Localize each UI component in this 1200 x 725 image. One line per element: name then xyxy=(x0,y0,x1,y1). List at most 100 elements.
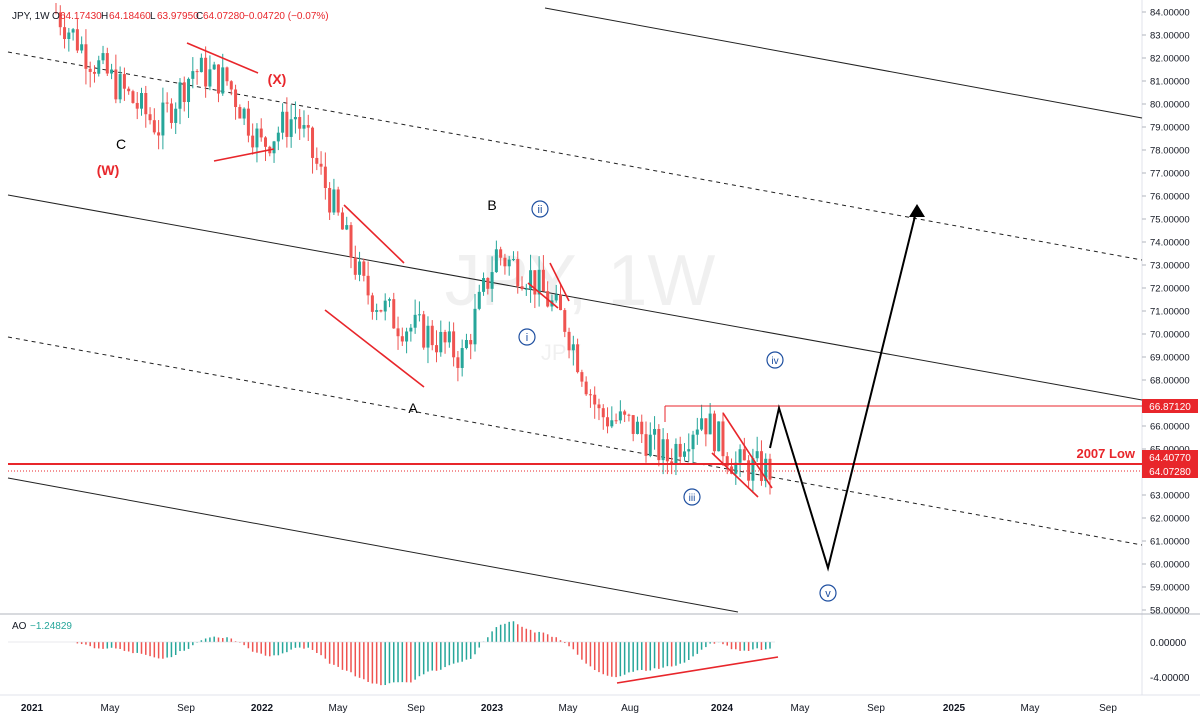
candle-body[interactable] xyxy=(345,225,349,230)
candle-body[interactable] xyxy=(721,421,725,457)
candle-body[interactable] xyxy=(306,125,310,128)
candle-body[interactable] xyxy=(712,413,716,452)
candle-body[interactable] xyxy=(63,27,67,40)
candle-body[interactable] xyxy=(178,82,182,109)
candle-body[interactable] xyxy=(541,269,545,292)
wedge-2023-lower[interactable] xyxy=(527,282,559,309)
candle-body[interactable] xyxy=(375,310,379,312)
candle-body[interactable] xyxy=(576,344,580,373)
candle-body[interactable] xyxy=(272,141,276,154)
candle-body[interactable] xyxy=(584,381,588,395)
candle-body[interactable] xyxy=(259,128,263,138)
candle-body[interactable] xyxy=(370,295,374,312)
candle-body[interactable] xyxy=(358,261,362,275)
candle-body[interactable] xyxy=(653,428,657,435)
candle-body[interactable] xyxy=(700,418,704,430)
candle-body[interactable] xyxy=(67,32,71,40)
triangle-lower[interactable] xyxy=(213,148,275,162)
candle-body[interactable] xyxy=(593,394,597,405)
candle-body[interactable] xyxy=(648,434,652,456)
candle-body[interactable] xyxy=(405,331,409,342)
candle-body[interactable] xyxy=(75,29,79,51)
candle-body[interactable] xyxy=(118,74,122,100)
candle-body[interactable] xyxy=(627,414,631,416)
candle-body[interactable] xyxy=(246,108,250,136)
channel-lines[interactable] xyxy=(7,7,1143,613)
mid-channel-line[interactable] xyxy=(7,194,1143,401)
candle-body[interactable] xyxy=(691,434,695,450)
candle-body[interactable] xyxy=(618,411,622,421)
candle-body[interactable] xyxy=(157,132,161,136)
candle-body[interactable] xyxy=(131,91,135,103)
time-axis[interactable]: 2021 May Sep 2022 May Sep 2023 May Aug 2024 May Sep… xyxy=(21,703,1117,714)
candle-body[interactable] xyxy=(524,288,528,290)
candle-body[interactable] xyxy=(353,257,357,275)
candle-body[interactable] xyxy=(507,259,511,267)
candle-body[interactable] xyxy=(730,466,734,474)
candle-body[interactable] xyxy=(97,60,101,74)
candle-body[interactable] xyxy=(695,429,699,435)
triangle-upper[interactable] xyxy=(186,42,259,74)
projection-polyline[interactable] xyxy=(769,207,918,572)
candle-body[interactable] xyxy=(127,88,131,92)
candle-body[interactable] xyxy=(759,451,763,482)
candle-body[interactable] xyxy=(152,120,156,133)
candle-body[interactable] xyxy=(464,340,468,349)
lower-dashed-line[interactable] xyxy=(7,336,1143,546)
candle-body[interactable] xyxy=(533,270,537,295)
candle-body[interactable] xyxy=(208,69,212,87)
candle-body[interactable] xyxy=(110,69,114,74)
candle-body[interactable] xyxy=(392,299,396,329)
candle-body[interactable] xyxy=(135,102,139,109)
candle-body[interactable] xyxy=(105,53,109,74)
candle-body[interactable] xyxy=(554,294,558,301)
candle-body[interactable] xyxy=(229,81,233,90)
upper-channel-line[interactable] xyxy=(544,7,1143,119)
candle-body[interactable] xyxy=(293,117,297,120)
candle-body[interactable] xyxy=(319,163,323,167)
candle-body[interactable] xyxy=(644,434,648,456)
candle-body[interactable] xyxy=(413,314,417,328)
wedge-2024-lower[interactable] xyxy=(711,452,759,498)
candle-body[interactable] xyxy=(717,421,721,452)
candle-body[interactable] xyxy=(238,107,242,119)
candle-body[interactable] xyxy=(477,291,481,309)
candle-body[interactable] xyxy=(601,408,605,418)
candle-body[interactable] xyxy=(80,44,84,51)
candle-body[interactable] xyxy=(263,137,267,147)
candle-body[interactable] xyxy=(640,421,644,435)
candle-body[interactable] xyxy=(92,71,96,74)
candle-body[interactable] xyxy=(610,420,614,427)
candle-body[interactable] xyxy=(387,299,391,301)
candle-body[interactable] xyxy=(426,325,430,348)
candle-body[interactable] xyxy=(225,67,229,82)
candle-body[interactable] xyxy=(285,111,289,137)
candle-body[interactable] xyxy=(499,249,503,258)
candle-body[interactable] xyxy=(276,132,280,142)
candle-body[interactable] xyxy=(383,300,387,312)
candle-body[interactable] xyxy=(486,278,490,289)
candle-body[interactable] xyxy=(460,348,464,368)
wedge-2024-upper[interactable] xyxy=(722,412,773,489)
wedge-2022-upper[interactable] xyxy=(343,204,405,264)
candle-body[interactable] xyxy=(738,449,742,463)
candle-body[interactable] xyxy=(443,331,447,343)
candle-body[interactable] xyxy=(144,92,148,115)
candle-body[interactable] xyxy=(101,53,105,61)
candle-body[interactable] xyxy=(191,71,195,79)
candle-body[interactable] xyxy=(379,310,383,312)
candle-body[interactable] xyxy=(340,212,344,230)
candle-body[interactable] xyxy=(588,394,592,396)
candle-body[interactable] xyxy=(216,64,220,94)
candle-body[interactable] xyxy=(174,108,178,123)
candle-body[interactable] xyxy=(742,449,746,461)
candle-body[interactable] xyxy=(221,67,225,94)
candle-body[interactable] xyxy=(84,44,88,69)
candle-body[interactable] xyxy=(251,135,255,148)
candles-group[interactable] xyxy=(54,2,772,495)
candle-body[interactable] xyxy=(725,456,729,467)
price-axis[interactable]: 84.00000 83.00000 82.00000 81.00000 80.00000… xyxy=(1142,8,1190,617)
candle-body[interactable] xyxy=(323,166,327,188)
candle-body[interactable] xyxy=(755,451,759,459)
